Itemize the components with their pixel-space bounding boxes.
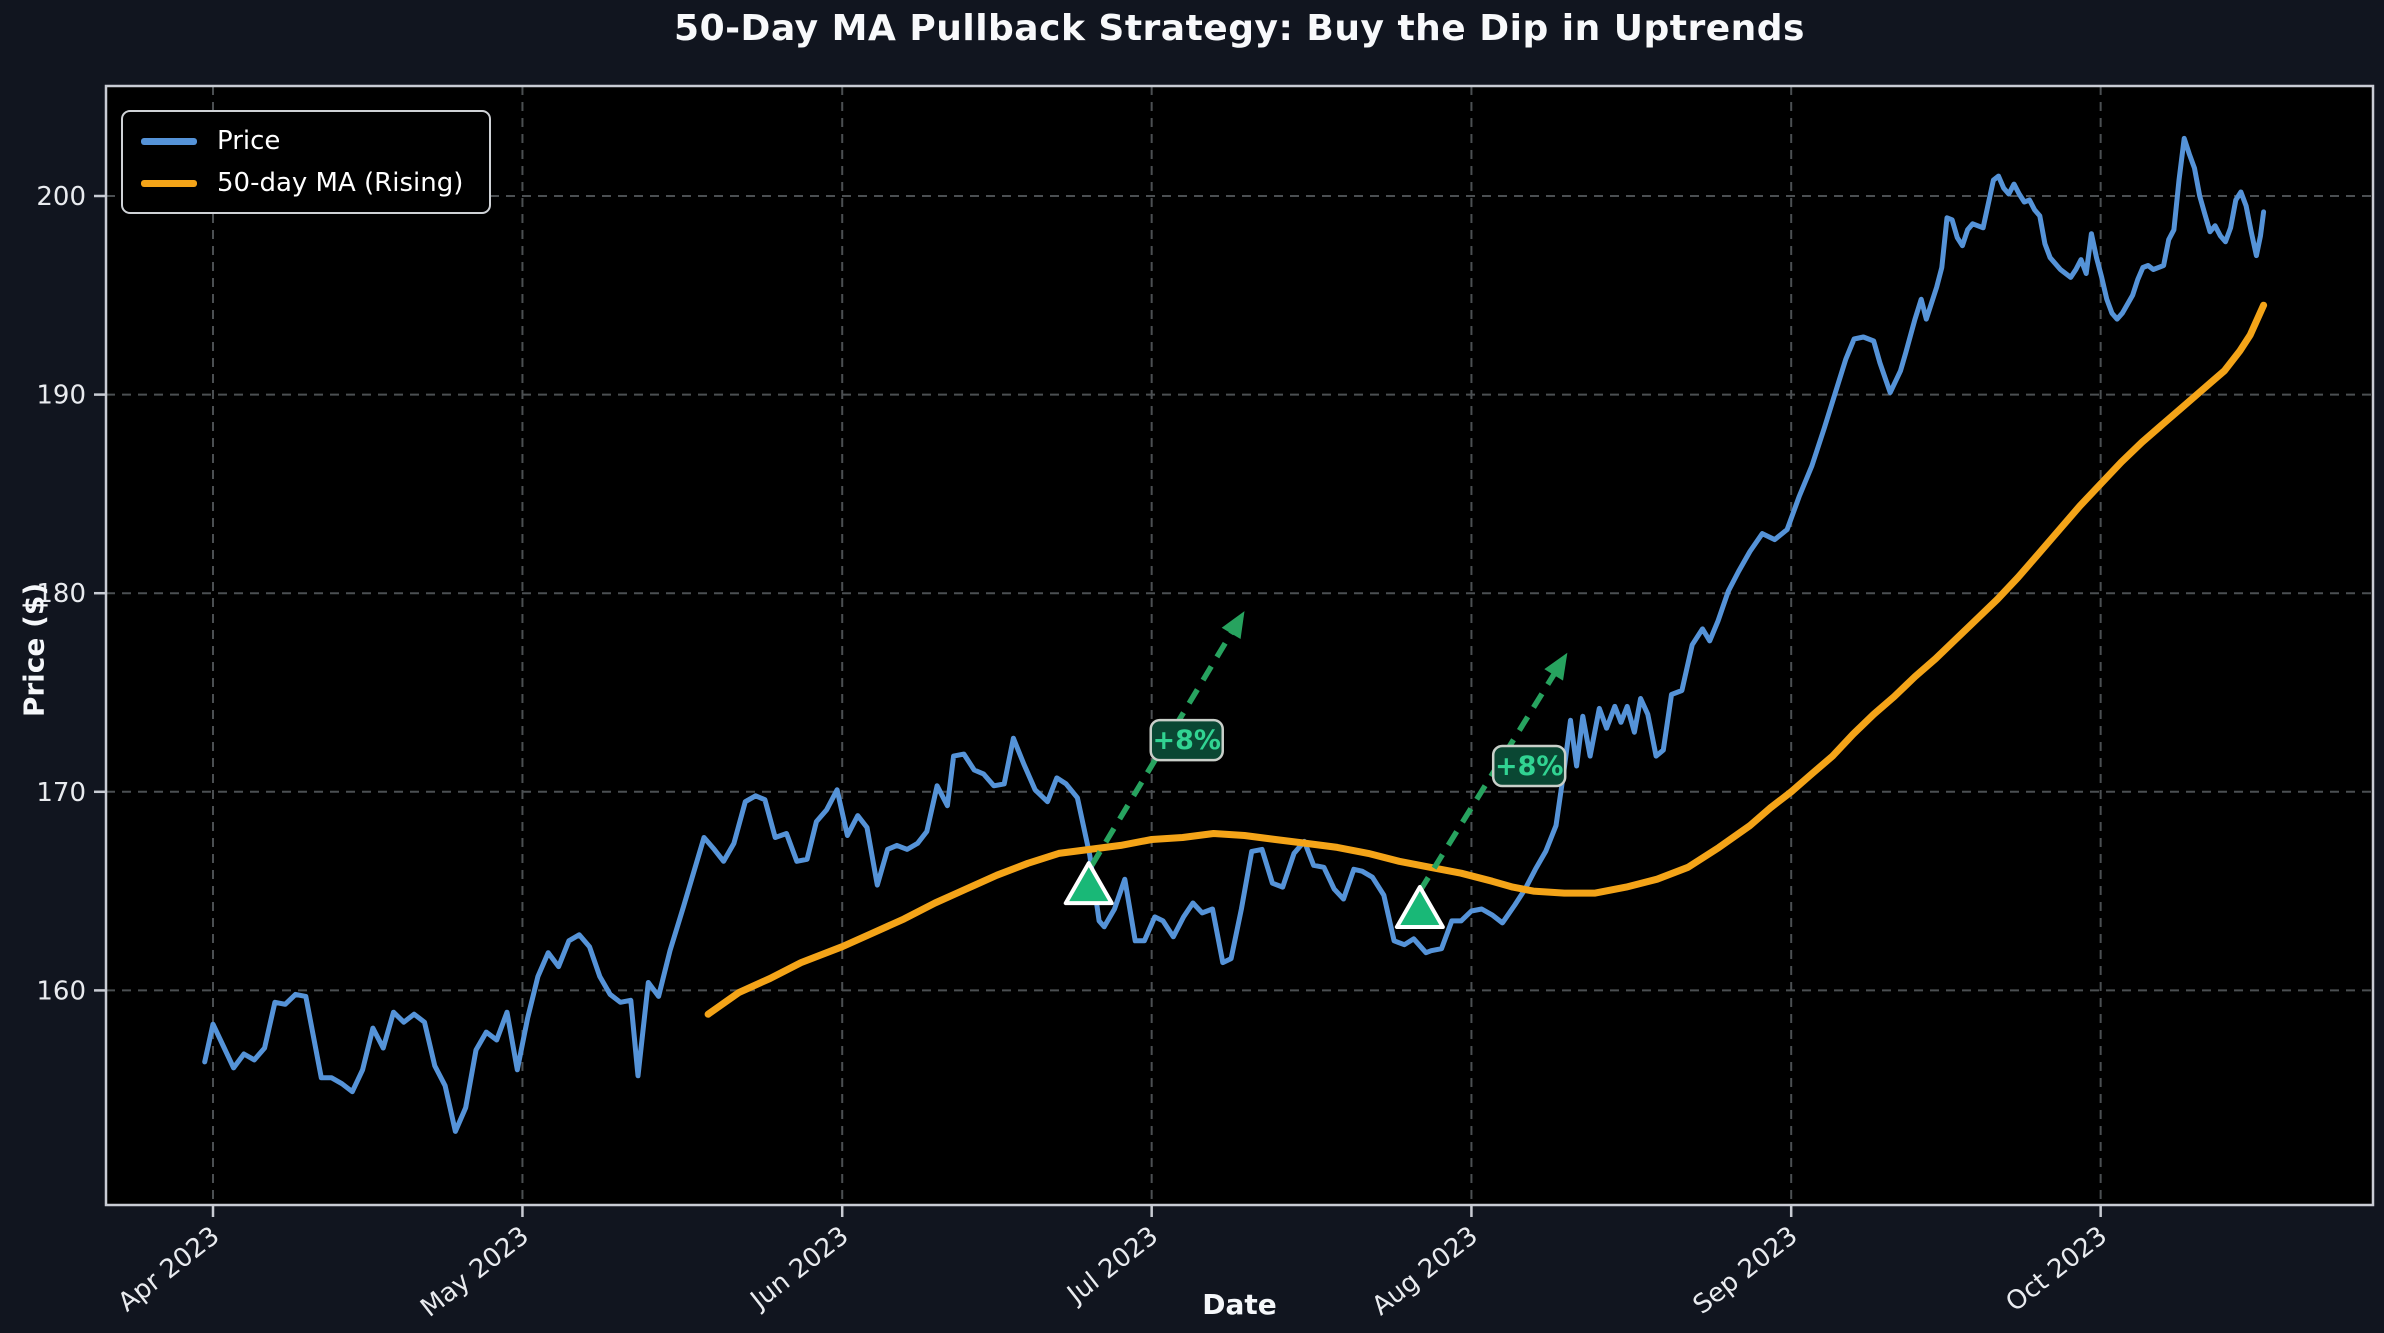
gridlines [106, 86, 2373, 1205]
chart-title: 50-Day MA Pullback Strategy: Buy the Dip… [674, 8, 1805, 49]
y-tick-label: 170 [36, 778, 86, 808]
y-tick-label: 190 [36, 381, 86, 411]
gain-badge [1491, 744, 1567, 788]
y-tick-label: 200 [36, 182, 86, 212]
arrowhead-icon [1544, 652, 1568, 681]
buy-arrow-line [1417, 663, 1563, 893]
gain-badge-text: +8% [1495, 751, 1563, 782]
ma-line-swatch [141, 179, 197, 187]
y-axis-label: Price ($) [17, 582, 51, 718]
arrowhead-icon [1221, 611, 1245, 640]
legend-label-price: Price [217, 126, 281, 156]
legend: Price 50-day MA (Rising) [121, 110, 492, 214]
y-tick-label: 160 [36, 976, 86, 1006]
legend-item-price: Price [141, 128, 463, 154]
price-line [202, 135, 2267, 1134]
gain-badges: +8% +8% [1149, 718, 1567, 788]
axes-frame [104, 84, 2375, 1207]
ma-line [704, 301, 2268, 1018]
buy-signal-triangle-icon [1063, 861, 1114, 906]
legend-label-ma: 50-day MA (Rising) [217, 168, 464, 198]
buy-signal-triangle-icon [1394, 884, 1445, 929]
x-axis-label: Date [1202, 1288, 1277, 1321]
gain-badge [1149, 718, 1224, 762]
price-line-swatch [141, 137, 197, 145]
legend-item-ma: 50-day MA (Rising) [141, 170, 463, 196]
buy-signal-markers [1063, 861, 1445, 929]
plot-background [106, 86, 2373, 1205]
y-tick-label: 180 [36, 579, 86, 609]
gain-badge-text: +8% [1153, 725, 1221, 756]
